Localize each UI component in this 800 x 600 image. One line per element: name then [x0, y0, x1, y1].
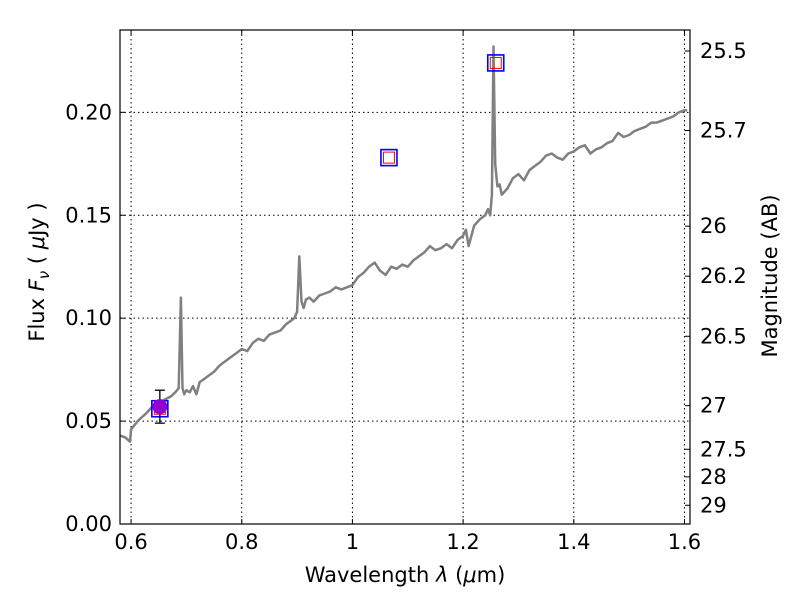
y-tick-label: 0.05 — [65, 409, 112, 433]
x-tick-label: 0.6 — [114, 530, 147, 554]
spectrum-line — [120, 45, 688, 443]
x-tick-label: 1.6 — [668, 530, 701, 554]
x-tick-label: 1.2 — [446, 530, 479, 554]
tick-marks — [120, 30, 690, 525]
x-tick-label: 0.8 — [225, 530, 258, 554]
synthetic-photometry-square — [486, 54, 505, 72]
y2-tick-label: 27 — [700, 394, 727, 418]
y2-axis-label: Magnitude (AB) — [758, 194, 782, 357]
y2-tick-label: 26 — [700, 214, 727, 238]
y-tick-label: 0.10 — [65, 306, 112, 330]
y-tick-label: 0.00 — [65, 512, 112, 536]
x-tick-label: 1.4 — [557, 530, 590, 554]
y-axis-label: Flux Fν ( μJy ) — [25, 202, 53, 341]
y2-tick-label: 28 — [700, 465, 727, 489]
synthetic-photometry-inner-square — [489, 56, 502, 69]
y2-tick-label: 26.2 — [700, 264, 747, 288]
tick-labels: 0.6 0.8 1 1.2 1.4 1.6 0.00 0.05 0.10 0.15 0.20 25.5… — [65, 39, 747, 554]
observed-photometry-point — [152, 399, 168, 415]
x-axis-label: Wavelength λ (μm) — [305, 563, 506, 587]
x-tick-label: 1 — [346, 530, 359, 554]
y2-tick-label: 25.5 — [700, 39, 747, 63]
y2-tick-label: 27.5 — [700, 437, 747, 461]
y2-tick-label: 29 — [700, 493, 727, 517]
y2-tick-label: 25.7 — [700, 118, 747, 142]
series-layer — [120, 45, 688, 443]
grid-lines — [120, 30, 690, 524]
synthetic-photometry-inner-square — [382, 151, 395, 164]
y2-tick-label: 26.5 — [700, 324, 747, 348]
plot-frame — [119, 29, 691, 525]
synthetic-photometry-square — [380, 148, 398, 167]
y-tick-label: 0.15 — [65, 203, 112, 227]
y-tick-label: 0.20 — [65, 100, 112, 124]
